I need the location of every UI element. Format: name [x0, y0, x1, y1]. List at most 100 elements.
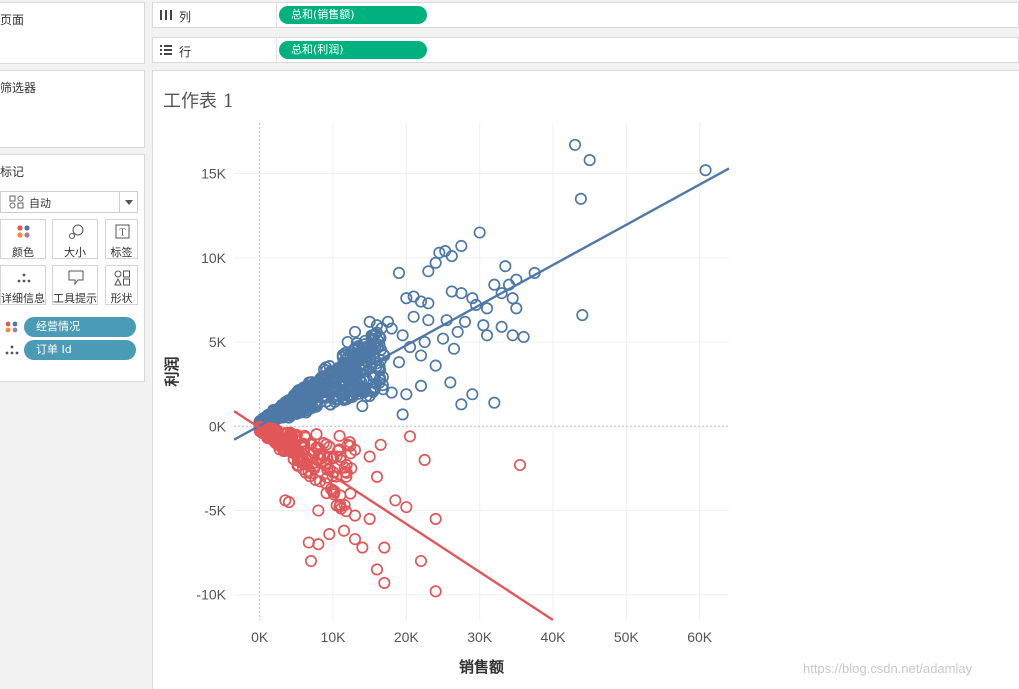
data-point: [287, 389, 301, 402]
data-point: [324, 398, 337, 411]
data-point: [373, 360, 386, 373]
data-point: [298, 458, 312, 471]
data-point: [444, 376, 457, 389]
data-point: [323, 366, 336, 379]
field-pill-operation-status[interactable]: 经营情况: [24, 317, 136, 337]
data-point: [429, 256, 442, 269]
color-button[interactable]: 颜色: [0, 219, 46, 259]
pages-card[interactable]: 页面: [0, 2, 145, 64]
data-point: [310, 428, 323, 441]
columns-shelf[interactable]: 列 总和(销售额): [152, 2, 1019, 28]
data-point: [337, 524, 351, 537]
x-tick-label: 50K: [614, 629, 640, 645]
data-point: [455, 398, 468, 411]
shelf-divider: [276, 38, 277, 62]
data-point: [328, 485, 341, 498]
x-axis-title[interactable]: 销售额: [459, 658, 504, 676]
columns-pill-sum-sales[interactable]: 总和(销售额): [279, 6, 427, 24]
data-point: [310, 381, 324, 394]
rows-shelf[interactable]: 行 总和(利润): [152, 37, 1019, 63]
data-point: [335, 363, 349, 376]
mark-type-dropdown[interactable]: 自动: [0, 191, 138, 213]
data-point: [370, 470, 384, 483]
trend-lines: [233, 167, 730, 622]
data-point: [302, 536, 315, 549]
data-point: [304, 467, 318, 480]
y-tick-label: 5K: [209, 334, 227, 350]
data-point: [517, 330, 530, 344]
data-point: [365, 329, 378, 342]
mark-type-label: 自动: [29, 197, 51, 210]
data-point: [348, 443, 362, 456]
data-point: [385, 322, 398, 335]
data-point: [360, 342, 373, 356]
size-button[interactable]: 大小: [52, 219, 98, 259]
data-point: [477, 319, 490, 332]
label-button[interactable]: T 标签: [105, 219, 138, 259]
detail-dots-icon: [17, 273, 31, 283]
data-point: [356, 541, 369, 554]
data-point: [297, 403, 310, 416]
chart-grid: [234, 123, 729, 620]
data-point: [259, 425, 272, 438]
x-tick-label: 60K: [687, 629, 713, 645]
data-point: [466, 388, 479, 401]
data-point: [348, 509, 362, 522]
data-point: [699, 164, 712, 177]
rows-pill-sum-profit[interactable]: 总和(利润): [279, 41, 427, 59]
data-point: [336, 351, 349, 364]
data-point: [466, 292, 479, 305]
y-tick-label: -5K: [204, 502, 226, 518]
svg-text:T: T: [119, 229, 125, 239]
x-tick-label: 30K: [467, 629, 493, 645]
data-point: [422, 314, 435, 327]
data-point: [281, 396, 294, 409]
pages-card-title: 页面: [0, 13, 25, 27]
data-point: [400, 388, 413, 401]
detail-button[interactable]: 详细信息: [0, 265, 46, 305]
data-point: [480, 302, 494, 315]
data-point: [363, 512, 376, 525]
field-pill-order-id[interactable]: 订单 Id: [24, 340, 136, 360]
data-point: [407, 290, 420, 303]
sheet-title: 工作表 1: [163, 91, 235, 112]
data-point: [451, 325, 464, 338]
chevron-down-icon[interactable]: [119, 192, 137, 212]
data-point: [396, 408, 409, 421]
rows-shelf-label: 行: [179, 45, 192, 59]
data-point: [341, 335, 354, 349]
data-point: [392, 356, 406, 369]
data-point: [389, 494, 402, 507]
x-tick-label: 0K: [251, 629, 269, 645]
data-point: [273, 443, 286, 456]
scatter-chart[interactable]: 0K 10K 20K 30K 40K 50K 60K 15K 10K 5K 0K -5K -10K 销售…: [153, 71, 1019, 689]
data-point: [414, 295, 428, 308]
data-point: [323, 528, 336, 541]
data-point: [356, 399, 369, 413]
marks-card-title: 标记: [0, 165, 25, 179]
data-point: [345, 369, 358, 382]
data-point: [312, 538, 325, 551]
data-point: [363, 315, 376, 328]
data-point: [418, 453, 431, 466]
y-tick-label: -10K: [196, 587, 226, 603]
watermark-url: https://blog.csdn.net/adamlay: [803, 661, 973, 676]
data-point: [422, 297, 435, 310]
columns-shelf-label: 列: [179, 10, 192, 24]
data-point: [309, 397, 322, 410]
filters-card-title: 筛选器: [0, 81, 37, 95]
data-point: [429, 359, 442, 372]
shape-button[interactable]: 形状: [105, 265, 138, 305]
data-point: [414, 554, 428, 568]
detail-dots-icon: [5, 345, 19, 355]
data-point: [345, 382, 358, 395]
data-point: [499, 260, 512, 273]
data-point: [348, 325, 362, 338]
worksheet-view[interactable]: 工作表 1 0K 10K 20K 30K 40K 50K 60K 15K 10K 5K 0K -5K -…: [152, 70, 1019, 689]
chart-points: [253, 138, 712, 598]
filters-card[interactable]: 筛选器: [0, 70, 145, 148]
columns-icon: [160, 10, 172, 20]
y-axis-title[interactable]: 利润: [163, 356, 181, 386]
tooltip-button[interactable]: 工具提示: [52, 265, 98, 305]
